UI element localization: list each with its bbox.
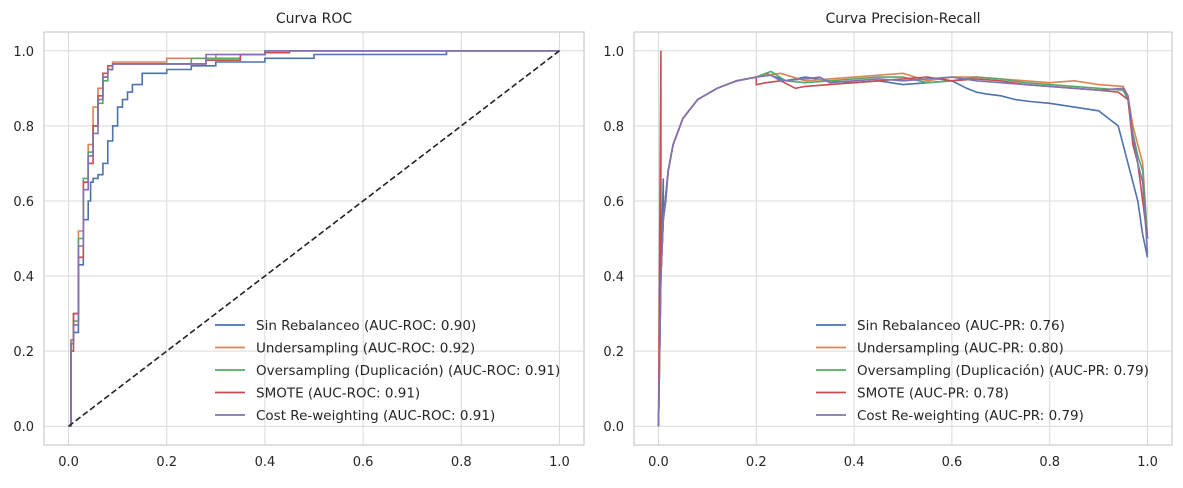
legend-label: SMOTE (AUC-PR: 0.78) — [857, 386, 1009, 402]
series-line — [657, 74, 1149, 427]
x-tick-label: 0.8 — [451, 455, 472, 470]
legend-label: Cost Re-weighting (AUC-ROC: 0.91) — [256, 408, 495, 424]
legend-label: Cost Re-weighting (AUC-PR: 0.79) — [857, 408, 1084, 424]
y-tick-label: 0.4 — [13, 270, 34, 285]
y-tick-label: 0.2 — [13, 345, 34, 360]
x-tick-label: 0.4 — [844, 455, 865, 470]
legend-label: Oversampling (Duplicación) (AUC-ROC: 0.9… — [256, 363, 560, 379]
x-tick-label: 0.0 — [58, 455, 79, 470]
y-tick-label: 1.0 — [13, 45, 34, 60]
plot-frame — [633, 31, 1173, 446]
chart-title: Curva ROC — [276, 11, 352, 27]
x-tick-label: 0.0 — [648, 455, 669, 470]
roc-chart: 0.0 0.2 0.4 0.6 0.8 1.0 0.0 0.2 0.4 0.6 0.8 1.0 Curv… — [13, 11, 585, 470]
x-tick-label: 0.4 — [255, 455, 276, 470]
chart-title: Curva Precision-Recall — [825, 11, 980, 27]
y-tick-label: 1.0 — [603, 45, 624, 60]
y-tick-label: 0.8 — [603, 120, 624, 135]
x-tick-label: 0.6 — [942, 455, 963, 470]
y-tick-label: 0.6 — [13, 195, 34, 210]
legend-label: SMOTE (AUC-ROC: 0.91) — [256, 386, 420, 402]
x-tick-label: 0.8 — [1039, 455, 1060, 470]
legend-label: Undersampling (AUC-PR: 0.80) — [857, 341, 1064, 357]
precision-recall-chart: 0.0 0.2 0.4 0.6 0.8 1.0 0.0 0.2 0.4 0.6 0.8 1.0 Curv… — [603, 11, 1173, 470]
legend-label: Sin Rebalanceo (AUC-PR: 0.76) — [857, 318, 1065, 334]
x-tick-label: 0.2 — [156, 455, 177, 470]
legend-label: Undersampling (AUC-ROC: 0.92) — [256, 341, 475, 357]
y-tick-label: 0.4 — [603, 270, 624, 285]
y-tick-label: 0.8 — [13, 120, 34, 135]
y-tick-label: 0.2 — [603, 345, 624, 360]
legend-label: Sin Rebalanceo (AUC-ROC: 0.90) — [256, 318, 476, 334]
legend-label: Oversampling (Duplicación) (AUC-PR: 0.79… — [857, 363, 1149, 379]
x-tick-label: 0.2 — [746, 455, 767, 470]
x-tick-label: 1.0 — [1137, 455, 1158, 470]
x-tick-label: 0.6 — [353, 455, 374, 470]
diagonal-reference-line — [68, 50, 560, 427]
y-tick-label: 0.6 — [603, 195, 624, 210]
y-tick-label: 0.0 — [603, 420, 624, 435]
y-tick-label: 0.0 — [13, 420, 34, 435]
series-line — [68, 49, 560, 428]
x-tick-label: 1.0 — [549, 455, 570, 470]
plot-frame — [43, 31, 585, 446]
